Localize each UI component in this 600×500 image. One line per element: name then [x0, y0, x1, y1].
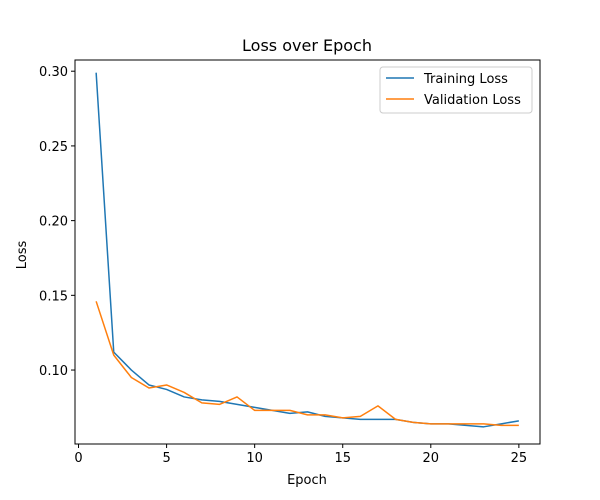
y-tick-label: 0.15: [39, 289, 68, 304]
legend: Training Loss Validation Loss: [379, 66, 533, 114]
y-tick-label: 0.10: [39, 364, 68, 379]
x-axis-ticks: 0 5 10 15 20 25: [74, 444, 527, 466]
y-tick-label: 0.20: [39, 215, 68, 230]
x-tick-label: 0: [74, 451, 82, 466]
x-tick-label: 25: [511, 451, 528, 466]
plot-frame: [74, 59, 541, 445]
legend-box: [379, 66, 533, 114]
y-tick-label: 0.25: [39, 140, 68, 155]
series-line-validation-loss: [95, 301, 519, 427]
chart-title: Loss over Epoch: [242, 36, 372, 55]
series-lines: [95, 72, 519, 428]
legend-label-validation-loss: Validation Loss: [424, 93, 521, 108]
x-tick-label: 10: [246, 451, 263, 466]
x-tick-label: 15: [334, 451, 351, 466]
y-tick-label: 0.30: [39, 65, 68, 80]
y-axis-label: Loss: [15, 241, 30, 270]
x-tick-label: 20: [423, 451, 440, 466]
series-line-training-loss: [95, 72, 519, 428]
x-axis-label: Epoch: [287, 473, 327, 488]
x-tick-label: 5: [162, 451, 170, 466]
y-axis-ticks: 0.10 0.15 0.20 0.25 0.30: [39, 65, 75, 379]
legend-label-training-loss: Training Loss: [423, 72, 508, 87]
